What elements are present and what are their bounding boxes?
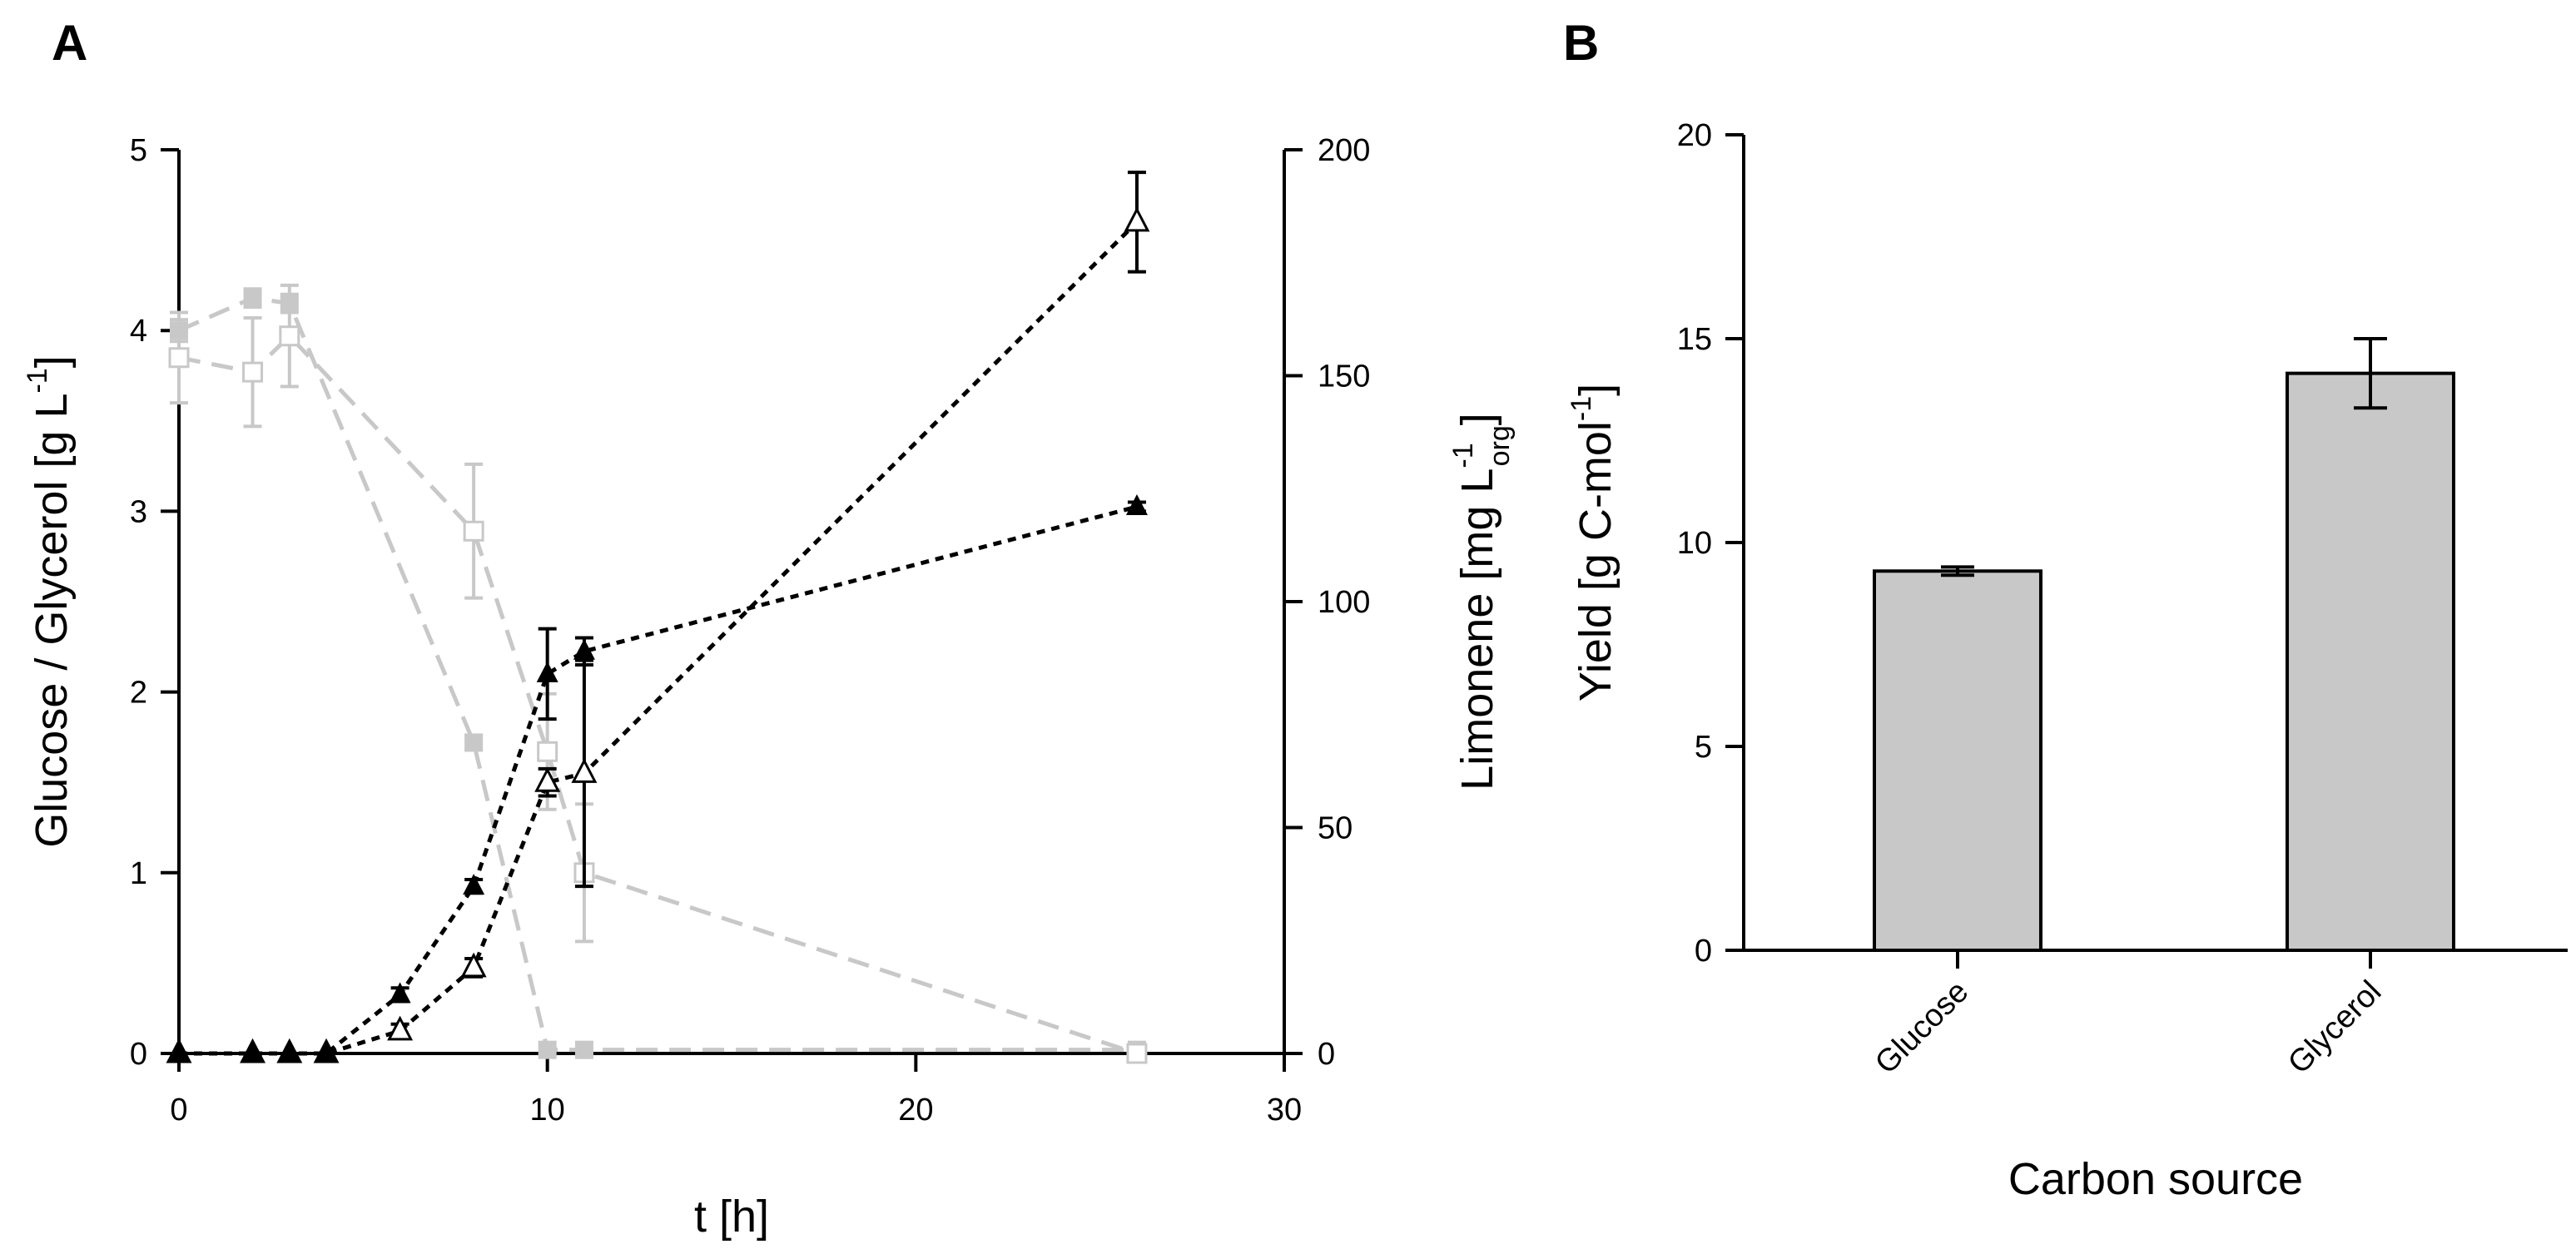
data-point [536, 661, 558, 682]
data-point [389, 982, 411, 1004]
data-point [242, 361, 264, 383]
data-point [315, 1041, 338, 1062]
data-point [463, 874, 485, 895]
x-tick-label: 20 [898, 1093, 933, 1128]
data-point [574, 1040, 593, 1059]
x-tick-label: 30 [1267, 1093, 1302, 1128]
data-point [573, 638, 595, 660]
panel-b-letter: B [1563, 15, 1599, 71]
right-y-tick-label: 0 [1318, 1037, 1335, 1072]
right-y-tick-label: 150 [1318, 359, 1370, 394]
data-point [168, 347, 190, 369]
yield-y-tick-label: 5 [1695, 730, 1712, 765]
yield-y-tick-label: 10 [1677, 526, 1712, 561]
data-point [538, 1040, 557, 1059]
category-label-glucose: Glucose [1869, 974, 1975, 1081]
data-point [464, 733, 484, 752]
panel-a-letter: A [52, 15, 87, 71]
x-axis-label: t [h] [694, 1192, 769, 1242]
data-point [1125, 493, 1148, 515]
right-y-tick-label: 50 [1318, 811, 1353, 846]
series-line [177, 295, 1137, 1053]
series-glucose [170, 287, 1146, 1059]
data-point [1126, 1043, 1148, 1064]
left-y-tick-label: 3 [130, 494, 147, 529]
x-tick-label: 0 [170, 1093, 187, 1128]
panel-a-chart: A 0 1 2 3 4 5 0 50 100 150 200 0 10 20 3… [22, 15, 1516, 1242]
left-y-tick-label: 2 [130, 676, 147, 711]
data-point [168, 1041, 190, 1062]
right-y-tick-label: 100 [1318, 585, 1370, 620]
series-line [179, 504, 1138, 1056]
data-point [537, 741, 558, 762]
data-point [534, 766, 561, 792]
yield-y-tick-label: 0 [1695, 934, 1712, 969]
data-point [571, 758, 598, 783]
x-tick-label: 10 [530, 1093, 565, 1128]
series-limonene-glucose [168, 493, 1148, 1062]
data-point [387, 1015, 414, 1041]
data-point [1124, 206, 1150, 232]
left-y-axis-label: Glucose / Glycerol [g L-1] [22, 355, 77, 847]
yield-bars [1873, 337, 2455, 969]
right-y-tick-label: 200 [1318, 133, 1370, 168]
series-limonene-glycerol [166, 171, 1150, 1063]
data-point [279, 325, 300, 347]
left-y-tick-label: 1 [130, 856, 147, 891]
series-line [178, 333, 1138, 1056]
panel-a-series [166, 171, 1150, 1064]
panel-b-chart: B 0 5 10 15 20 Glucose Glycerol Carbon s… [1563, 15, 2568, 1204]
right-y-axis-label: Limonene [mg L-1 org] [1447, 413, 1516, 791]
bar-glycerol [2286, 371, 2455, 952]
series-glycerol [168, 283, 1148, 1064]
bar-glucose [1873, 569, 2042, 952]
data-point [241, 1041, 264, 1062]
carbon-source-axis-label: Carbon source [2008, 1154, 2303, 1204]
category-label-glycerol: Glycerol [2281, 974, 2388, 1081]
left-y-tick-label: 4 [130, 314, 147, 349]
panel-b-ticks [1725, 133, 1744, 952]
data-point [278, 1041, 300, 1062]
data-point [460, 952, 487, 978]
yield-y-tick-label: 20 [1677, 118, 1712, 153]
data-point [463, 520, 484, 542]
data-point [243, 289, 262, 308]
panel-a-ticks [161, 148, 1303, 1072]
yield-y-tick-label: 15 [1677, 322, 1712, 357]
left-y-tick-label: 5 [130, 133, 147, 168]
yield-axis-label: Yield [g C-mol-1] [1566, 384, 1621, 701]
left-y-tick-label: 0 [130, 1037, 147, 1072]
series-line [179, 221, 1139, 1056]
